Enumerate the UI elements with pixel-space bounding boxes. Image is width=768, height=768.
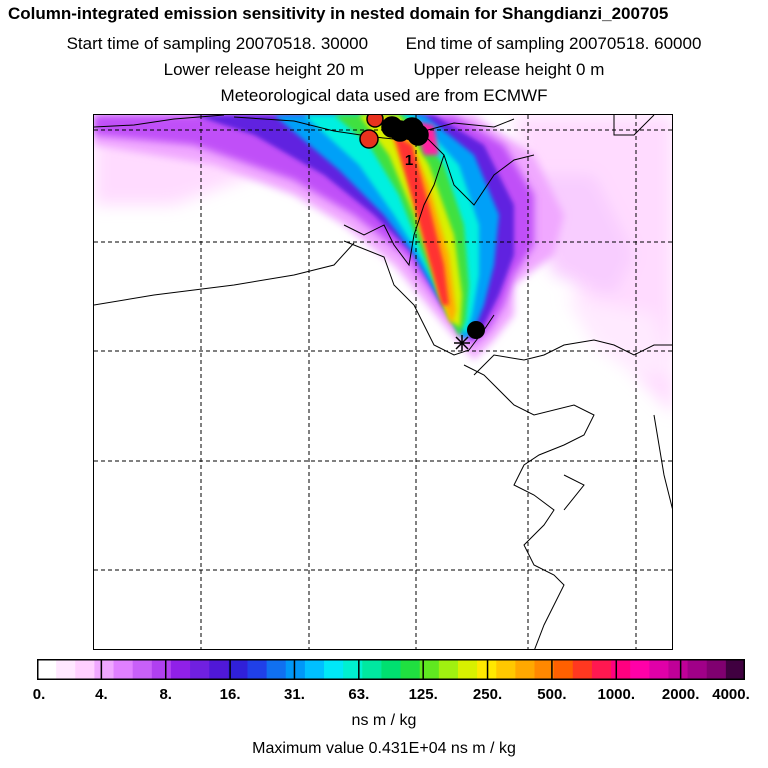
colorbar-tick-label: 125.: [408, 686, 438, 703]
end-time-label: End time of sampling: [405, 34, 565, 53]
colorbar-segment: [496, 659, 516, 680]
cluster-red: [366, 115, 384, 128]
end-time-value: 20070518. 60000: [569, 34, 702, 53]
coastline-north: [94, 115, 515, 140]
station-marker: [454, 335, 470, 351]
upper-release-value: 0 m: [576, 60, 605, 79]
colorbar-segment: [706, 659, 727, 680]
map-panel: 1: [93, 114, 673, 650]
colorbar-tick-label: 2000.: [661, 686, 700, 703]
border-branch: [443, 154, 535, 206]
met-data-note: Meteorological data used are from ECMWF: [220, 86, 548, 105]
map-svg: 1: [94, 115, 672, 649]
colorbar-tick-label: 1000.: [597, 686, 636, 703]
colorbar-tick-label: 31.: [284, 686, 305, 703]
colorbar-unit: ns m / kg: [351, 712, 417, 729]
start-time-value: 20070518. 30000: [235, 34, 369, 53]
island-b: [653, 414, 672, 510]
colorbar-segment: [75, 659, 95, 680]
coastlines: [94, 115, 672, 649]
colorbar-segment: [687, 659, 708, 680]
cluster-label: 1: [405, 152, 413, 169]
colorbar-segment: [668, 659, 689, 680]
release-heights: Lower release height 20 m Upper release …: [0, 60, 768, 80]
colorbar-segment: [170, 659, 191, 680]
east-coast: [463, 364, 595, 649]
colorbar-tick-label: 500.: [537, 686, 567, 703]
plot-title: Column-integrated emission sensitivity i…: [8, 4, 669, 23]
colorbar-segment: [611, 659, 631, 680]
lower-release-value: 20 m: [326, 60, 364, 79]
cluster-red: [359, 129, 379, 149]
colorbar-segment: [132, 659, 153, 680]
sensitivity-plume: [94, 115, 564, 360]
colorbar-segment: [419, 659, 440, 680]
colorbar-segment: [151, 659, 172, 680]
colorbar-segment: [209, 659, 229, 680]
colorbar-segment: [285, 659, 306, 680]
colorbar-segment: [304, 659, 325, 680]
korea-coast: [473, 339, 672, 376]
start-time-label: Start time of sampling: [66, 34, 231, 53]
gulf-coast: [343, 240, 495, 356]
colorbar-segment: [534, 659, 555, 680]
plume-centroid-dot: [467, 321, 485, 339]
colorbar-segment: [113, 659, 134, 680]
colorbar-tick-label: 8.: [159, 686, 172, 703]
colorbar-segment: [438, 659, 459, 680]
particle-clusters: [359, 115, 429, 149]
colorbar-segment: [725, 659, 745, 680]
sampling-times: Start time of sampling 20070518. 30000 E…: [0, 34, 768, 54]
colorbar-segment: [228, 659, 248, 680]
colorbar-segment: [572, 659, 593, 680]
colorbar-tick-label: 16.: [219, 686, 241, 703]
colorbar-segment: [362, 659, 382, 680]
lower-release-label: Lower release height: [163, 60, 322, 79]
island-c: [563, 474, 585, 511]
colorbar-tick-label: 4000.: [712, 686, 750, 703]
colorbar-tick-label: 0.: [32, 686, 46, 703]
peninsula-coast: [94, 242, 355, 306]
colorbar-tick-label: 63.: [348, 686, 370, 703]
colorbar-segment: [37, 659, 57, 680]
colorbar-segment: [343, 659, 363, 680]
upper-release-label: Upper release height: [413, 60, 572, 79]
border-north: [343, 134, 445, 267]
colorbar-segment: [56, 659, 76, 680]
colorbar-segment: [190, 659, 210, 680]
colorbar-segment: [266, 659, 287, 680]
plume-layer-9: [394, 135, 449, 305]
colorbar-segment: [649, 659, 669, 680]
island-a: [613, 115, 655, 136]
colorbar-segment: [591, 659, 612, 680]
colorbar-segment: [553, 659, 574, 680]
colorbar-tick-label: 250.: [472, 686, 503, 703]
cluster-black: [407, 124, 429, 146]
colorbar-segment: [457, 659, 478, 680]
colorbar-segment: [400, 659, 421, 680]
colorbar: [37, 659, 745, 680]
colorbar-segment: [94, 659, 115, 680]
colorbar-tick-label: 4.: [95, 686, 108, 703]
colorbar-segment: [324, 659, 344, 680]
colorbar-segment: [381, 659, 402, 680]
colorbar-border: [37, 659, 745, 680]
colorbar-segment: [247, 659, 268, 680]
colorbar-segment: [630, 659, 650, 680]
colorbar-segment: [515, 659, 536, 680]
maximum-value: Maximum value 0.431E+04 ns m / kg: [252, 740, 516, 757]
